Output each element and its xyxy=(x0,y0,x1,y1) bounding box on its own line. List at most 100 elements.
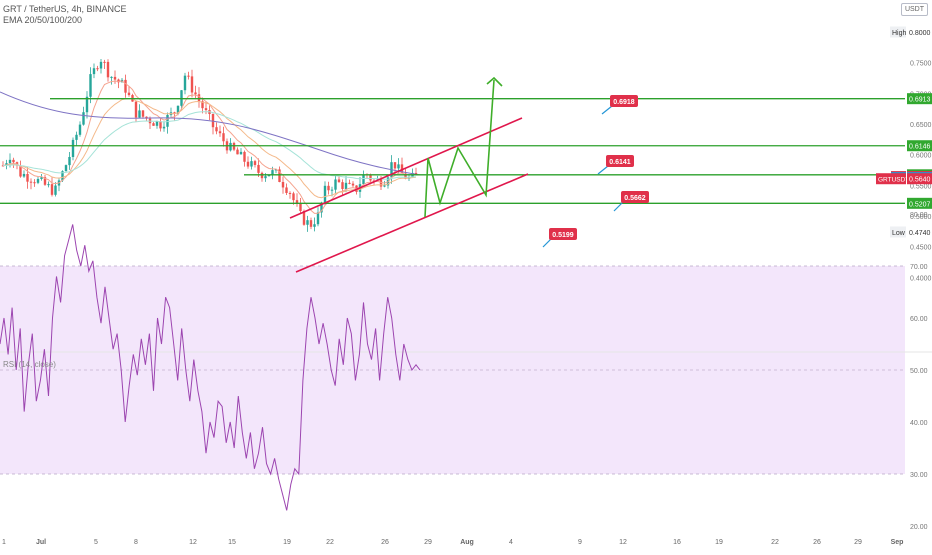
candle-body xyxy=(26,173,29,182)
currency-badge[interactable]: USDT xyxy=(900,3,928,16)
candle-body xyxy=(75,134,78,140)
rsi-label: RSI (14, close) xyxy=(3,360,56,369)
candle-body xyxy=(330,189,334,191)
candle-body xyxy=(89,74,92,97)
candle-body xyxy=(176,105,180,114)
candle-body xyxy=(348,182,351,184)
candle-body xyxy=(124,79,127,93)
x-tick-label: 29 xyxy=(424,539,432,546)
candle-body xyxy=(12,159,15,163)
price-label-box xyxy=(907,93,932,105)
symbol-title: GRT / TetherUS, 4h, BINANCE xyxy=(3,4,127,14)
callout-pointer xyxy=(613,201,624,212)
x-tick-label: 29 xyxy=(854,539,862,546)
rsi-tick-label: 50.00 xyxy=(910,368,928,375)
candle-body xyxy=(281,181,285,188)
ema20-line xyxy=(2,80,417,214)
candle-body xyxy=(138,110,141,118)
candle-body xyxy=(71,139,75,157)
callout-label: 0.6141 xyxy=(609,159,631,166)
x-tick-label: 26 xyxy=(813,539,821,546)
candle-body xyxy=(278,169,281,182)
x-tick-label: 26 xyxy=(381,539,389,546)
candle-body xyxy=(152,123,155,126)
rsi-line xyxy=(0,224,421,511)
candle-body xyxy=(54,185,57,195)
candle-body xyxy=(68,156,71,166)
candle-body xyxy=(201,101,204,109)
candle-body xyxy=(218,131,222,134)
price-label-value: 0.5640 xyxy=(909,177,931,184)
rsi-tick-label: 30.00 xyxy=(910,472,928,479)
candle-body xyxy=(1,165,5,167)
callout-badge xyxy=(549,228,577,240)
projection-arrowhead xyxy=(486,76,503,87)
candle-body xyxy=(134,101,138,118)
candle-body xyxy=(61,171,64,181)
rsi-tick-label: 70.00 xyxy=(910,264,928,271)
candle-body xyxy=(96,68,99,70)
callout-pointer xyxy=(597,165,609,175)
candle-body xyxy=(78,124,82,135)
candle-body xyxy=(337,179,341,183)
candle-body xyxy=(155,121,159,126)
candle-body xyxy=(162,126,166,129)
candle-body xyxy=(92,68,96,75)
candle-body xyxy=(22,173,26,177)
price-label-tag xyxy=(890,226,906,238)
rsi-tick-label: 40.00 xyxy=(910,420,928,427)
candle-body xyxy=(292,193,295,201)
candle-body xyxy=(236,149,239,155)
candle-body xyxy=(187,75,190,77)
x-tick-label: 5 xyxy=(94,539,98,546)
ema200-line xyxy=(0,91,421,176)
candle-body xyxy=(222,133,225,142)
candle-body xyxy=(85,96,89,113)
x-tick-label: Aug xyxy=(460,539,474,546)
candle-body xyxy=(327,185,330,191)
candle-body xyxy=(313,224,316,227)
candle-body xyxy=(344,182,348,189)
callout-label: 0.5662 xyxy=(624,195,646,202)
candle-body xyxy=(106,61,110,78)
callout-badge xyxy=(606,155,634,167)
candle-body xyxy=(243,151,246,162)
candle-body xyxy=(229,142,232,151)
candle-body xyxy=(341,182,344,189)
projection-path xyxy=(424,79,495,218)
x-tick-label: 8 xyxy=(134,539,138,546)
candle-body xyxy=(302,211,306,225)
x-tick-label: 22 xyxy=(771,539,779,546)
price-label-value: 0.6146 xyxy=(909,144,931,151)
rsi-tick-label: 60.00 xyxy=(910,316,928,323)
candle-body xyxy=(43,177,47,185)
price-label-box xyxy=(907,26,932,38)
price-label-tag-text: High xyxy=(892,30,907,37)
candle-body xyxy=(180,90,183,106)
candle-body xyxy=(204,108,208,111)
candle-body xyxy=(271,170,274,176)
price-tick-label: 0.4000 xyxy=(910,275,932,282)
price-label-box xyxy=(907,173,932,185)
price-tick-label: 0.6000 xyxy=(910,153,932,160)
callout-label: 0.6918 xyxy=(613,99,635,106)
x-tick-label: 19 xyxy=(283,539,291,546)
price-label-value: 0.4740 xyxy=(909,230,931,237)
candle-body xyxy=(166,114,169,127)
candle-body xyxy=(64,165,68,172)
candle-body xyxy=(299,203,302,212)
candle-body xyxy=(211,114,215,128)
callout-label: 0.5199 xyxy=(552,232,574,239)
x-tick-label-partial: 1 xyxy=(2,539,6,546)
candle-body xyxy=(190,76,194,93)
candle-body xyxy=(351,183,355,186)
x-tick-label: 15 xyxy=(228,539,236,546)
candle-body xyxy=(141,110,145,117)
price-tick-label: 0.5500 xyxy=(910,183,932,190)
candle-body xyxy=(5,163,8,166)
price-tick-label: 0.4500 xyxy=(910,245,932,252)
rsi-tick-label: 80.00 xyxy=(910,212,928,219)
candle-body xyxy=(264,176,267,179)
price-label-value: 0.8000 xyxy=(909,30,931,37)
